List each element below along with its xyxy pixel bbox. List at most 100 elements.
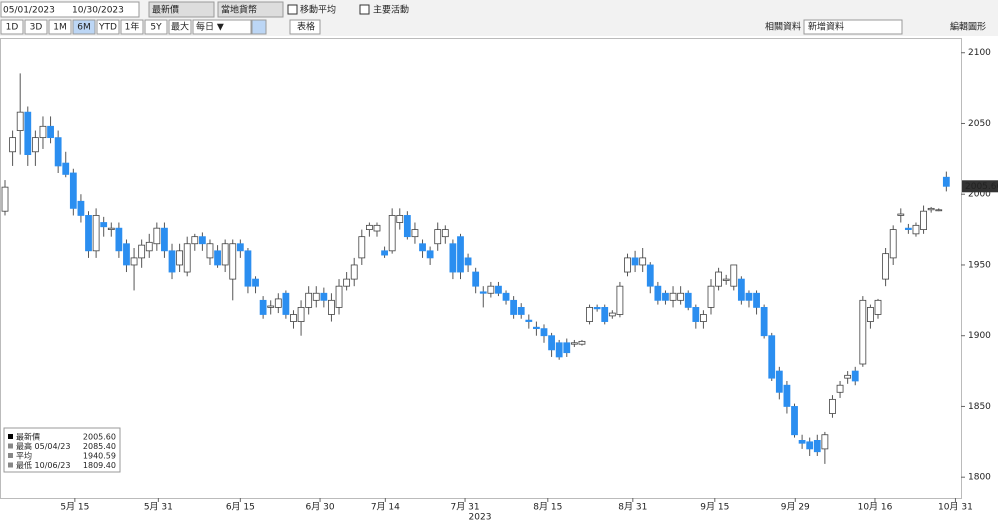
candle-body xyxy=(191,236,199,245)
period-button[interactable] xyxy=(72,19,96,35)
candle-body xyxy=(472,271,480,287)
y-tick-label: 1800 xyxy=(968,473,991,483)
candle-body xyxy=(365,224,373,230)
edit[interactable]: 編輯圖形 xyxy=(950,21,986,33)
candle-body xyxy=(373,224,381,232)
candle-body xyxy=(677,292,685,301)
candle-body xyxy=(601,307,609,322)
candle-body xyxy=(722,278,730,281)
candle-body xyxy=(47,125,54,139)
candle-body xyxy=(31,137,39,153)
candle-body xyxy=(586,307,593,322)
related[interactable]: 相關資料 ▾ xyxy=(765,21,809,33)
candle-body xyxy=(214,250,221,266)
checkbox[interactable] xyxy=(287,4,298,15)
period-button[interactable] xyxy=(48,19,72,35)
candle-body xyxy=(244,250,252,287)
period-button[interactable] xyxy=(24,19,48,35)
candle-body xyxy=(388,215,396,252)
candle-body xyxy=(305,292,313,308)
candle-body xyxy=(639,257,647,266)
candle-body xyxy=(631,257,639,266)
candle-body xyxy=(107,227,115,230)
start-date: 05/01/2023 xyxy=(3,6,55,16)
candle-body xyxy=(889,229,897,259)
period-label: 3D xyxy=(30,23,43,33)
candle-body xyxy=(775,370,783,393)
candle-body xyxy=(882,253,890,280)
x-tick-label: 8月 31 xyxy=(618,502,647,513)
button[interactable] xyxy=(251,19,267,35)
checkbox[interactable] xyxy=(359,4,370,15)
candle-body xyxy=(760,307,768,337)
period-label: YTD xyxy=(98,23,117,33)
candle-body xyxy=(927,207,935,211)
add-data-text: 新增資料 xyxy=(808,21,844,33)
last-price-box xyxy=(962,180,998,193)
candle-body xyxy=(290,314,297,322)
period-button[interactable] xyxy=(0,19,24,35)
candle-body xyxy=(844,374,852,379)
candle-body xyxy=(768,335,776,379)
candle-body xyxy=(798,440,806,444)
legend-value: 1809.40 xyxy=(83,461,116,470)
candle-body xyxy=(502,292,510,301)
add-data[interactable] xyxy=(803,19,903,35)
legend-swatch xyxy=(8,434,13,439)
candle-body xyxy=(935,209,943,212)
candle-body xyxy=(525,319,533,322)
x-tick-label: 7月 31 xyxy=(451,502,480,513)
y-tick-label: 1850 xyxy=(968,402,991,412)
candle-body xyxy=(942,176,950,187)
legend-swatch xyxy=(8,462,13,468)
legend-box xyxy=(3,427,121,473)
legend-swatch xyxy=(8,453,13,458)
candle-body xyxy=(69,172,77,209)
candle-body xyxy=(16,111,24,131)
y-tick-label: 2000 xyxy=(968,190,991,200)
y-tick-label: 1950 xyxy=(968,260,991,270)
period-button[interactable] xyxy=(168,19,192,35)
candle-body xyxy=(457,236,464,273)
candle-body xyxy=(282,292,290,315)
legend-value: 1940.59 xyxy=(83,452,116,461)
legend-label: 最低 10/06/23 xyxy=(16,460,70,470)
candle-body xyxy=(320,292,328,301)
candle-body xyxy=(168,250,176,273)
candle-body xyxy=(259,299,267,315)
candle-body xyxy=(206,243,214,259)
frequency[interactable] xyxy=(192,19,252,35)
date-range[interactable] xyxy=(0,1,140,18)
candle-body xyxy=(39,125,47,139)
y-tick-label: 1900 xyxy=(968,331,991,341)
candle-body xyxy=(593,307,601,310)
period-label: 1D xyxy=(6,23,19,33)
currency[interactable] xyxy=(217,1,284,18)
candle-body xyxy=(434,229,442,245)
frequency-text: 每日 ▼ xyxy=(196,21,224,33)
candle-body xyxy=(608,312,616,317)
button[interactable] xyxy=(289,19,321,35)
period-button[interactable] xyxy=(96,19,120,35)
x-tick-label: 9月 15 xyxy=(700,502,729,513)
candle-body xyxy=(700,314,707,322)
candle-body xyxy=(479,291,487,294)
candle-body xyxy=(252,278,259,287)
candle-body xyxy=(791,406,798,436)
period-button[interactable] xyxy=(120,19,144,35)
x-tick-label: 5月 31 xyxy=(144,502,173,513)
period-button[interactable] xyxy=(144,19,168,35)
x-tick-label: 8月 15 xyxy=(533,502,562,513)
candle-body xyxy=(449,243,457,273)
price-field[interactable] xyxy=(148,1,215,18)
candle-body xyxy=(161,227,168,252)
candle-body xyxy=(487,285,495,294)
candle-body xyxy=(616,285,624,315)
price-field-text: 最新價 xyxy=(152,4,179,16)
candle-body xyxy=(555,342,563,358)
candle-body xyxy=(381,250,388,256)
candle-body xyxy=(176,250,184,266)
candle-body xyxy=(350,264,358,280)
candle-body xyxy=(715,271,722,287)
